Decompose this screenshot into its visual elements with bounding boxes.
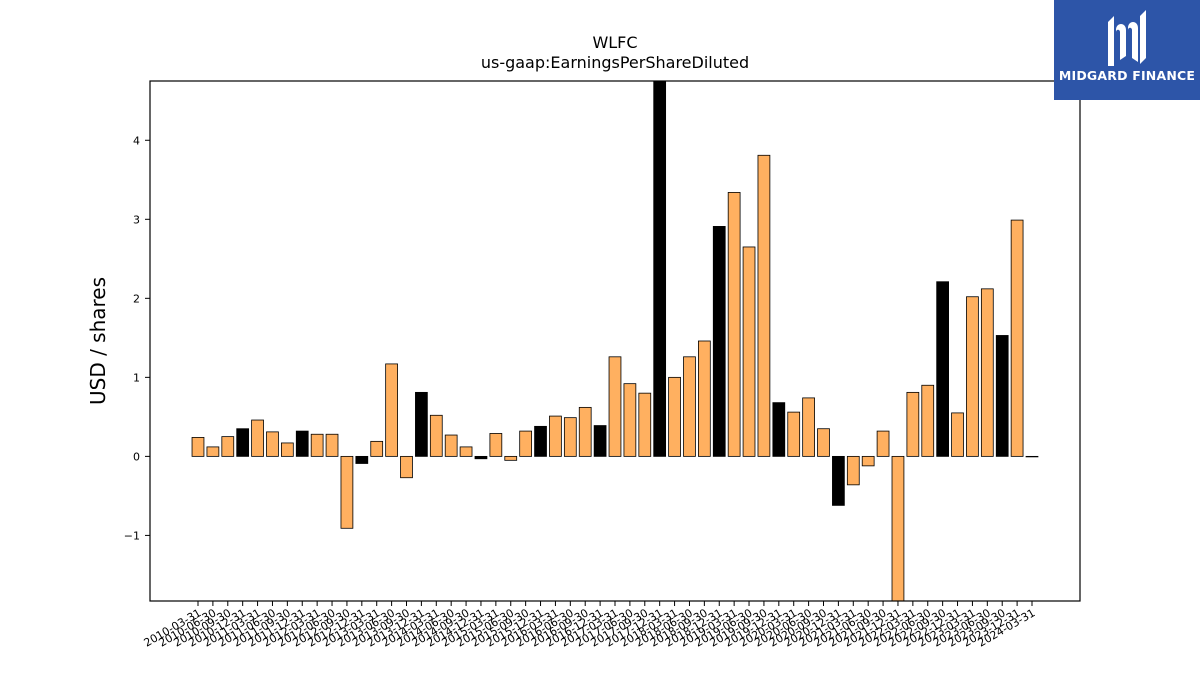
bar-2017-09-30 bbox=[638, 392, 652, 457]
bar-2010-06-30 bbox=[206, 446, 220, 457]
bar-2018-06-30 bbox=[683, 356, 696, 457]
bar-2014-06-30 bbox=[444, 434, 458, 457]
bar-2017-12-31 bbox=[653, 80, 667, 457]
bar-2015-06-30 bbox=[504, 455, 518, 461]
y-tick-label: 0 bbox=[133, 450, 140, 463]
x-axis-ticks: 2010-03-312010-06-302010-09-302010-12-31… bbox=[142, 601, 1038, 650]
midgard-logo-icon bbox=[1108, 10, 1146, 66]
chart-title: WLFC bbox=[592, 33, 637, 52]
bar-2019-03-31 bbox=[727, 192, 741, 457]
bar-2023-06-30 bbox=[980, 288, 994, 457]
bar-2022-12-31 bbox=[951, 412, 964, 457]
bar-2019-12-31 bbox=[772, 402, 786, 457]
bar-2020-12-31 bbox=[832, 455, 845, 506]
bar-2013-09-30 bbox=[400, 455, 413, 479]
bar-2016-06-30 bbox=[563, 417, 577, 457]
bar-2010-03-31 bbox=[191, 437, 205, 457]
bar-2013-03-31 bbox=[370, 440, 384, 457]
y-tick-label: 3 bbox=[133, 213, 140, 226]
bar-2013-12-31 bbox=[415, 391, 428, 457]
bar-2016-09-30 bbox=[578, 406, 592, 457]
y-tick-label: 4 bbox=[133, 134, 140, 147]
bar-2017-06-30 bbox=[623, 383, 637, 457]
bar-2011-06-30 bbox=[266, 431, 279, 457]
bar-2023-12-31 bbox=[1010, 219, 1024, 457]
bar-2014-03-31 bbox=[429, 414, 443, 457]
y-tick-label: 2 bbox=[133, 292, 140, 305]
plot-frame bbox=[149, 80, 1081, 602]
chart-subtitle: us-gaap:EarningsPerShareDiluted bbox=[481, 53, 749, 72]
bar-2022-06-30 bbox=[921, 384, 935, 457]
bar-2022-09-30 bbox=[936, 281, 950, 457]
bar-2011-12-31 bbox=[295, 430, 309, 457]
bar-2015-09-30 bbox=[519, 430, 533, 457]
bar-2016-03-31 bbox=[549, 415, 562, 457]
y-tick-label: 1 bbox=[133, 371, 140, 384]
bar-2023-03-31 bbox=[966, 296, 979, 457]
bar-2021-03-31 bbox=[846, 455, 860, 486]
bar-2010-12-31 bbox=[236, 428, 250, 457]
bar-2017-03-31 bbox=[608, 356, 622, 457]
bar-2013-06-30 bbox=[385, 363, 398, 457]
bar-2024-03-31 bbox=[1025, 455, 1039, 458]
bar-2011-03-31 bbox=[251, 419, 264, 457]
bar-2014-12-31 bbox=[474, 455, 488, 460]
bar-2012-09-30 bbox=[340, 455, 354, 529]
bar-2018-12-31 bbox=[712, 226, 726, 457]
bar-2022-03-31 bbox=[906, 391, 920, 457]
bars-group bbox=[191, 80, 1039, 602]
bar-2015-03-31 bbox=[489, 433, 503, 457]
bar-2010-09-30 bbox=[221, 436, 235, 457]
bar-2011-09-30 bbox=[280, 442, 294, 457]
bar-2021-12-31 bbox=[891, 455, 905, 602]
y-axis-ticks: −1 0 1 2 3 4 bbox=[124, 134, 150, 542]
bar-2016-12-31 bbox=[593, 425, 607, 457]
bar-2020-09-30 bbox=[817, 428, 830, 457]
bar-2019-09-30 bbox=[757, 154, 771, 457]
bar-2020-03-31 bbox=[787, 411, 801, 457]
bar-2018-09-30 bbox=[698, 340, 711, 457]
bar-2021-09-30 bbox=[876, 430, 890, 457]
bar-2012-03-31 bbox=[310, 433, 324, 457]
bar-2019-06-30 bbox=[742, 246, 756, 457]
bar-2012-06-30 bbox=[325, 433, 339, 457]
bar-2014-09-30 bbox=[459, 446, 473, 457]
bar-2020-06-30 bbox=[802, 397, 815, 457]
bar-2023-09-30 bbox=[995, 335, 1009, 457]
bar-2018-03-31 bbox=[668, 376, 681, 457]
y-tick-label: −1 bbox=[124, 529, 140, 542]
y-axis-label: USD / shares bbox=[86, 277, 110, 405]
bar-2021-06-30 bbox=[861, 455, 875, 467]
brand-logo: MIDGARD FINANCE bbox=[1054, 0, 1200, 100]
bar-2015-12-31 bbox=[534, 425, 547, 457]
brand-name: MIDGARD FINANCE bbox=[1058, 68, 1196, 83]
bar-2012-12-31 bbox=[355, 455, 369, 464]
